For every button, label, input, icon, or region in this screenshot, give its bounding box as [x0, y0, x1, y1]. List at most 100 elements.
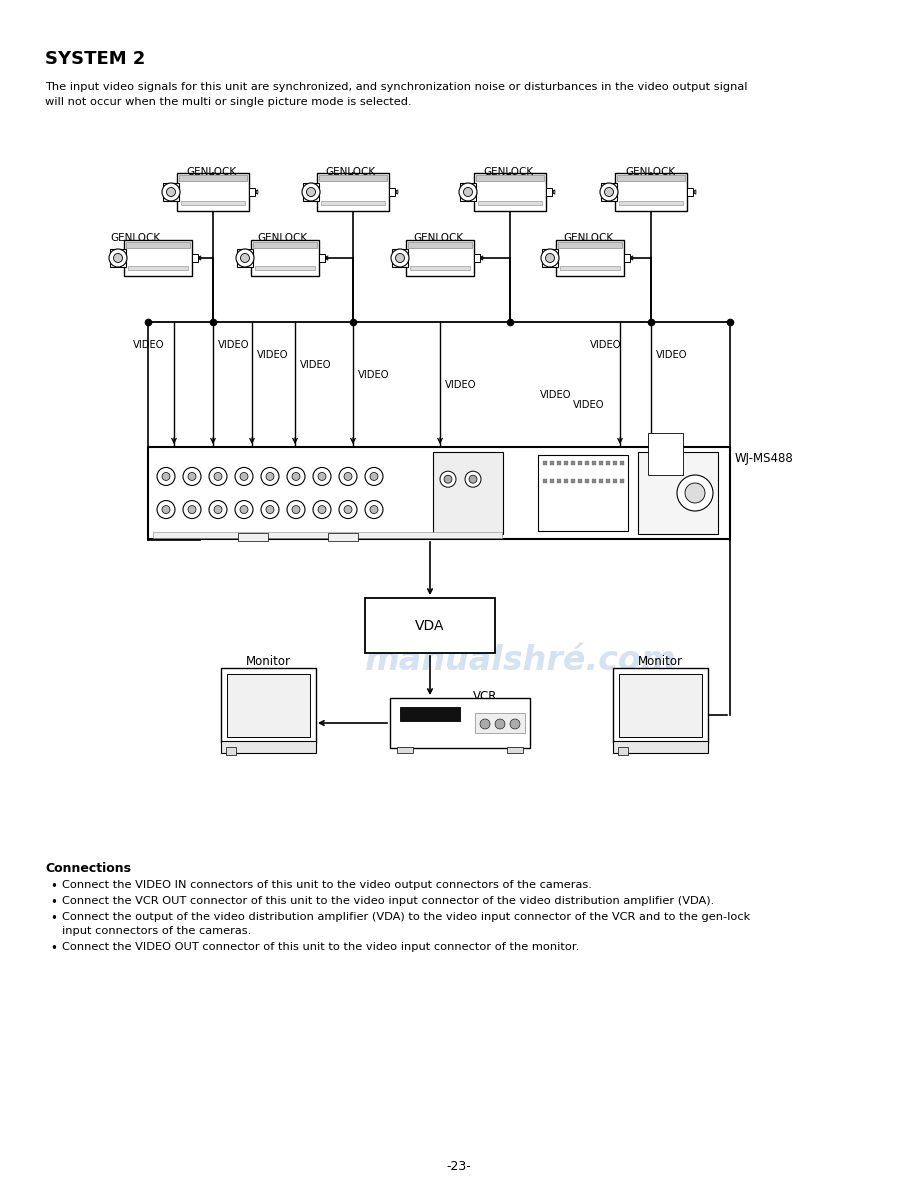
- Bar: [578, 461, 582, 465]
- Circle shape: [685, 484, 705, 503]
- Circle shape: [459, 183, 477, 201]
- Bar: [128, 266, 188, 270]
- Text: •: •: [50, 912, 57, 925]
- Circle shape: [241, 253, 250, 263]
- Bar: [613, 461, 617, 465]
- Text: VIDEO: VIDEO: [573, 400, 604, 410]
- Circle shape: [302, 183, 320, 201]
- Circle shape: [510, 719, 520, 729]
- Bar: [620, 461, 624, 465]
- Bar: [475, 713, 525, 733]
- Circle shape: [188, 473, 196, 480]
- Bar: [192, 254, 198, 263]
- Bar: [163, 183, 179, 201]
- Circle shape: [166, 188, 175, 196]
- Bar: [177, 173, 249, 211]
- Text: VIDEO: VIDEO: [656, 350, 688, 360]
- Bar: [220, 668, 316, 742]
- Circle shape: [114, 253, 122, 263]
- Text: manualshré.com: manualshré.com: [365, 644, 677, 676]
- Bar: [557, 461, 561, 465]
- Bar: [181, 201, 245, 206]
- Bar: [126, 242, 190, 248]
- Circle shape: [157, 467, 175, 486]
- Bar: [255, 266, 315, 270]
- Bar: [238, 533, 268, 541]
- Bar: [599, 479, 603, 484]
- Text: Connect the VIDEO IN connectors of this unit to the video output connectors of t: Connect the VIDEO IN connectors of this …: [62, 880, 592, 890]
- Text: GENLOCK: GENLOCK: [625, 168, 675, 177]
- Text: GENLOCK: GENLOCK: [257, 233, 308, 244]
- Text: GENLOCK: GENLOCK: [325, 168, 375, 177]
- Bar: [564, 461, 568, 465]
- Bar: [319, 175, 387, 181]
- Bar: [592, 479, 596, 484]
- Bar: [478, 201, 542, 206]
- Text: The input video signals for this unit are synchronized, and synchronization nois: The input video signals for this unit ar…: [45, 82, 747, 91]
- Bar: [542, 249, 558, 267]
- Circle shape: [162, 473, 170, 480]
- Bar: [400, 707, 460, 721]
- Bar: [592, 461, 596, 465]
- Circle shape: [370, 473, 378, 480]
- Bar: [460, 183, 476, 201]
- Bar: [538, 455, 628, 531]
- Circle shape: [292, 473, 300, 480]
- Circle shape: [541, 249, 559, 267]
- Circle shape: [480, 719, 490, 729]
- Bar: [227, 674, 309, 737]
- Bar: [543, 461, 547, 465]
- Bar: [550, 479, 554, 484]
- Circle shape: [240, 506, 248, 513]
- Bar: [624, 254, 630, 263]
- Circle shape: [545, 253, 554, 263]
- Circle shape: [183, 467, 201, 486]
- Bar: [550, 461, 554, 465]
- Text: WJ-MS488: WJ-MS488: [735, 451, 794, 465]
- Text: VIDEO: VIDEO: [445, 380, 476, 390]
- Text: VIDEO: VIDEO: [133, 340, 164, 350]
- Bar: [687, 188, 693, 196]
- Bar: [319, 254, 325, 263]
- Bar: [613, 479, 617, 484]
- Bar: [321, 201, 385, 206]
- Bar: [389, 188, 395, 196]
- Text: VIDEO: VIDEO: [358, 369, 389, 380]
- Circle shape: [235, 467, 253, 486]
- Bar: [474, 254, 480, 263]
- Circle shape: [604, 188, 613, 196]
- Text: VCR: VCR: [473, 690, 498, 703]
- Circle shape: [307, 188, 316, 196]
- Bar: [474, 173, 546, 211]
- Bar: [253, 242, 317, 248]
- Circle shape: [339, 500, 357, 518]
- Bar: [317, 173, 389, 211]
- Bar: [612, 740, 708, 752]
- Bar: [606, 461, 610, 465]
- Bar: [638, 451, 718, 533]
- Bar: [618, 746, 628, 754]
- Circle shape: [188, 506, 196, 513]
- Text: -23-: -23-: [447, 1159, 471, 1173]
- Text: Connect the VIDEO OUT connector of this unit to the video input connector of the: Connect the VIDEO OUT connector of this …: [62, 942, 579, 952]
- Circle shape: [469, 475, 477, 484]
- Bar: [564, 479, 568, 484]
- Circle shape: [391, 249, 409, 267]
- Circle shape: [464, 188, 473, 196]
- Text: VIDEO: VIDEO: [540, 390, 572, 400]
- Circle shape: [444, 475, 452, 484]
- Circle shape: [495, 719, 505, 729]
- Bar: [617, 175, 685, 181]
- Bar: [410, 266, 470, 270]
- Circle shape: [183, 500, 201, 518]
- Circle shape: [266, 473, 274, 480]
- Text: input connectors of the cameras.: input connectors of the cameras.: [62, 925, 252, 936]
- Text: •: •: [50, 896, 57, 909]
- Bar: [620, 479, 624, 484]
- Circle shape: [465, 472, 481, 487]
- Circle shape: [370, 506, 378, 513]
- Bar: [406, 240, 474, 276]
- Text: Connections: Connections: [45, 862, 131, 876]
- Text: GENLOCK: GENLOCK: [483, 168, 533, 177]
- Bar: [124, 240, 192, 276]
